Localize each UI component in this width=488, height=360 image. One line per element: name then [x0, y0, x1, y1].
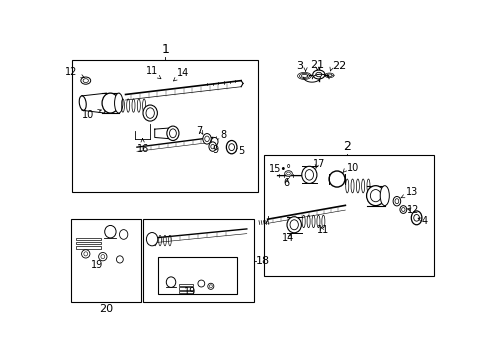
Text: 5: 5	[238, 146, 244, 156]
Text: 21: 21	[309, 60, 324, 70]
Ellipse shape	[413, 215, 419, 221]
Text: 12: 12	[65, 67, 84, 78]
Ellipse shape	[81, 250, 90, 258]
Text: 19: 19	[183, 287, 196, 297]
Ellipse shape	[301, 166, 316, 184]
Ellipse shape	[166, 126, 179, 140]
Polygon shape	[154, 128, 173, 139]
Bar	[70, 219, 141, 302]
Ellipse shape	[104, 225, 116, 238]
Ellipse shape	[399, 206, 406, 213]
Circle shape	[315, 72, 321, 77]
Polygon shape	[82, 93, 106, 113]
Text: 13: 13	[400, 187, 417, 198]
Ellipse shape	[211, 138, 218, 146]
Ellipse shape	[169, 129, 176, 138]
Bar	[76, 246, 101, 249]
Ellipse shape	[198, 280, 204, 287]
Circle shape	[81, 77, 90, 84]
Text: 8: 8	[220, 130, 226, 140]
Circle shape	[286, 172, 290, 175]
Bar	[264, 156, 433, 276]
Bar	[72, 60, 258, 192]
Text: 14: 14	[173, 68, 188, 81]
Ellipse shape	[99, 252, 107, 261]
Ellipse shape	[203, 134, 211, 144]
Ellipse shape	[305, 170, 313, 180]
Bar	[158, 257, 237, 294]
Text: 9: 9	[211, 145, 218, 155]
Ellipse shape	[114, 93, 122, 113]
Ellipse shape	[119, 230, 127, 239]
Bar	[178, 287, 193, 290]
Text: 11: 11	[316, 225, 328, 235]
Ellipse shape	[410, 211, 421, 225]
Text: 12: 12	[406, 205, 418, 215]
Text: 22: 22	[331, 62, 346, 72]
Text: 10: 10	[81, 109, 101, 120]
Ellipse shape	[146, 233, 158, 246]
Ellipse shape	[369, 190, 380, 202]
Ellipse shape	[207, 283, 213, 289]
Ellipse shape	[79, 96, 86, 110]
Ellipse shape	[380, 186, 388, 206]
Circle shape	[312, 70, 324, 79]
Text: 4: 4	[417, 216, 427, 226]
Circle shape	[83, 79, 88, 82]
Ellipse shape	[401, 208, 404, 211]
Bar	[76, 238, 101, 240]
Text: 15•°: 15•°	[268, 164, 292, 174]
Circle shape	[284, 171, 292, 176]
Ellipse shape	[102, 93, 119, 113]
Text: 20: 20	[100, 304, 113, 314]
Ellipse shape	[226, 140, 237, 154]
Bar	[142, 219, 254, 302]
Ellipse shape	[166, 277, 175, 287]
Text: 16: 16	[136, 139, 148, 154]
Bar	[178, 284, 193, 286]
Bar	[76, 242, 101, 244]
Text: 3: 3	[296, 61, 303, 71]
Ellipse shape	[392, 197, 400, 206]
Text: 10: 10	[346, 163, 358, 173]
Text: 2: 2	[343, 140, 350, 153]
Ellipse shape	[142, 105, 157, 121]
Ellipse shape	[116, 256, 123, 263]
Ellipse shape	[394, 199, 398, 204]
Text: 19: 19	[91, 260, 103, 270]
Ellipse shape	[84, 252, 87, 256]
Ellipse shape	[210, 144, 214, 149]
Text: 6: 6	[283, 179, 289, 189]
Bar	[178, 291, 193, 293]
Ellipse shape	[209, 285, 212, 288]
Text: 17: 17	[312, 159, 325, 169]
Ellipse shape	[208, 142, 216, 151]
Text: 7: 7	[196, 126, 202, 135]
Text: 11: 11	[145, 67, 161, 79]
Text: 18: 18	[256, 256, 270, 266]
Ellipse shape	[146, 108, 154, 118]
Text: 1: 1	[161, 43, 169, 56]
Ellipse shape	[228, 144, 234, 150]
Ellipse shape	[366, 186, 384, 206]
Text: 14: 14	[282, 233, 294, 243]
Ellipse shape	[289, 220, 298, 230]
Ellipse shape	[286, 217, 301, 233]
Ellipse shape	[204, 136, 209, 141]
Ellipse shape	[101, 255, 104, 259]
